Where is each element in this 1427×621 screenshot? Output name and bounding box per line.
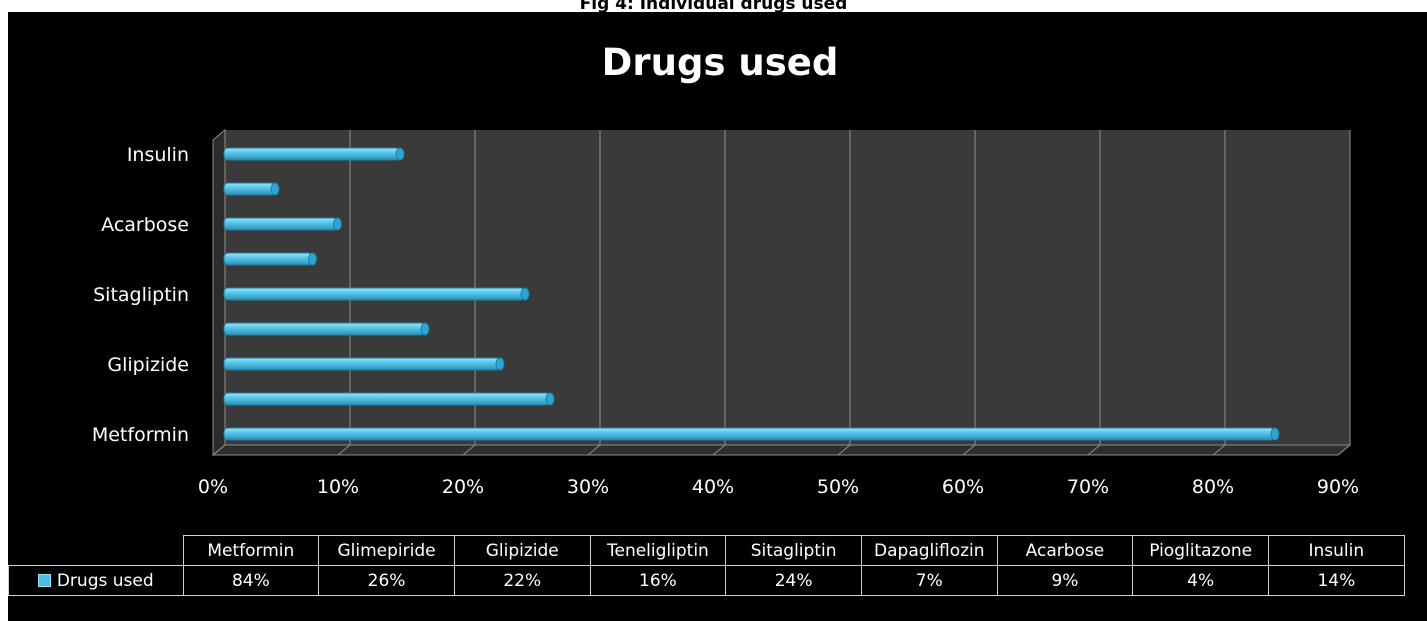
bar: [223, 182, 276, 196]
y-tick-label: Insulin: [127, 144, 189, 166]
bar: [223, 287, 526, 301]
data-table-value: 26%: [318, 565, 455, 596]
bar-chart: Drugs used 0% 10% 20% 30% 40% 50% 60% 70% 80% 90%…: [92, 41, 1359, 498]
x-tick-label: 30%: [567, 476, 609, 498]
bar: [223, 252, 313, 266]
plot-side-wall: [212, 128, 226, 457]
gridline-floor: [1087, 444, 1101, 456]
bar-end-cap: [420, 322, 430, 336]
bar: [223, 217, 338, 231]
x-tick-label: 0%: [198, 476, 228, 498]
gridline-floor: [462, 444, 476, 456]
bar-end-cap: [1270, 427, 1280, 441]
bar: [223, 147, 401, 161]
data-table-category: Teneligliptin: [589, 535, 727, 566]
data-table-value: 14%: [1268, 565, 1405, 596]
y-tick-label: Metformin: [92, 424, 189, 446]
gridline-floor: [837, 444, 851, 456]
x-tick-label: 80%: [1192, 476, 1234, 498]
bar: [223, 357, 501, 371]
data-table-corner: [9, 536, 184, 566]
bar-end-cap: [545, 392, 555, 406]
legend-key-icon: [37, 574, 51, 587]
data-table-category: Dapagliflozin: [860, 535, 998, 566]
data-table-value: 84%: [182, 565, 320, 596]
data-table-value-row: Drugs used 84% 26% 22% 16% 24% 7% 9% 4% 14%: [8, 565, 1405, 596]
plot-floor: [211, 444, 1352, 456]
data-table-category: Glipizide: [453, 535, 591, 566]
data-table-category: Pioglitazone: [1132, 535, 1269, 566]
data-table-category: Metformin: [182, 535, 320, 566]
data-table-category: Glimepiride: [318, 535, 455, 566]
x-tick-label: 90%: [1317, 476, 1359, 498]
data-table-value: 4%: [1132, 565, 1269, 596]
bar-end-cap: [520, 287, 530, 301]
x-tick-label: 70%: [1067, 476, 1109, 498]
figure-caption: Fig 4: Individual drugs used: [579, 0, 848, 12]
y-tick-label: Sitagliptin: [93, 284, 189, 306]
bar-end-cap: [270, 182, 280, 196]
x-tick-label: 40%: [692, 476, 734, 498]
gridline-floor: [337, 444, 351, 456]
gridline-floor: [587, 444, 601, 456]
y-tick-label: Glipizide: [107, 354, 189, 376]
x-tick-label: 20%: [442, 476, 484, 498]
data-table-header-row: Metformin Glimepiride Glipizide Teneliglipt…: [9, 535, 1405, 566]
x-tick-label: 60%: [942, 476, 984, 498]
bar: [223, 322, 426, 336]
bar-end-cap: [333, 217, 342, 231]
data-table-value: 16%: [589, 565, 727, 596]
data-table-value: 24%: [725, 565, 862, 596]
data-table-value: 7%: [860, 565, 998, 596]
gridline-floor: [962, 444, 976, 456]
gridline-floor: [212, 444, 226, 456]
chart-panel: Drugs used 0% 10% 20% 30% 40% 50% 60% 70% 80% 90%…: [8, 12, 1427, 621]
bar-end-cap: [395, 147, 405, 161]
x-tick-label: 10%: [317, 476, 359, 498]
data-table-legend-cell: Drugs used: [8, 565, 184, 596]
x-tick-label: 50%: [817, 476, 859, 498]
chart-title: Drugs used: [602, 41, 839, 84]
data-table-category: Insulin: [1268, 535, 1405, 566]
bar: [223, 427, 1276, 441]
data-table-value: 9%: [996, 565, 1134, 596]
gridline-floor: [1337, 444, 1351, 456]
bar-end-cap: [308, 252, 317, 266]
data-table-category: Sitagliptin: [725, 535, 862, 566]
y-tick-label: Acarbose: [101, 214, 189, 236]
gridline-floor: [1212, 444, 1226, 456]
data-table-value: 22%: [453, 565, 591, 596]
bar: [223, 392, 551, 406]
data-table: Metformin Glimepiride Glipizide Teneliglipt…: [8, 535, 1405, 596]
data-table-category: Acarbose: [996, 535, 1134, 566]
bar-end-cap: [495, 357, 505, 371]
legend-series-name: Drugs used: [56, 570, 154, 591]
gridline-floor: [712, 444, 726, 456]
